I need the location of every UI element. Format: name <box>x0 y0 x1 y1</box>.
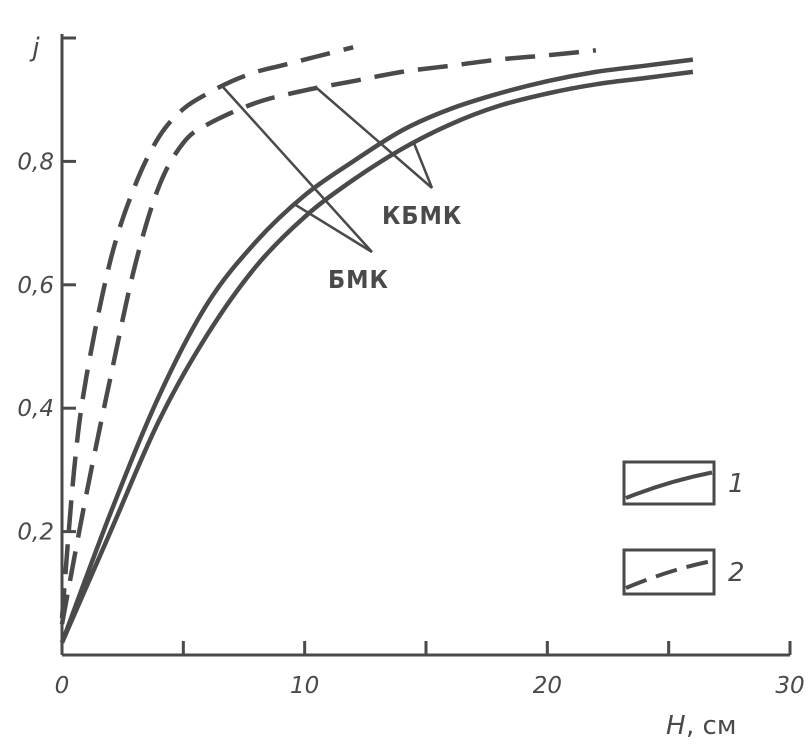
x-tick-label: 20 <box>533 673 562 699</box>
y-axis-title: j <box>29 33 40 63</box>
x-axis-title: H <box>666 711 686 741</box>
series-line-kbmk-solid <box>59 69 694 644</box>
x-tick-label: 0 <box>55 673 70 699</box>
legend-label-2: 2 <box>728 558 745 588</box>
y-tick-label: 0,4 <box>17 396 54 422</box>
legend-box-1 <box>622 460 716 506</box>
x-tick-label: 10 <box>290 673 319 699</box>
annotation-label-kbmk: КБМК <box>382 201 462 230</box>
series-line-bmk-solid <box>59 57 694 644</box>
series-line-bmk-dashed <box>59 45 354 619</box>
leader-line-kbmk-solid <box>412 142 434 189</box>
leader-line-bmk-dashed <box>221 85 373 253</box>
series-layer <box>59 45 694 644</box>
legend-box-2 <box>622 548 716 596</box>
legend-sample-1 <box>625 470 713 500</box>
x-tick-label: 30 <box>775 673 804 699</box>
legend-label-1: 1 <box>728 469 745 499</box>
legend-sample-2 <box>625 559 713 590</box>
y-tick-label: 0,8 <box>17 149 54 175</box>
leader-line-kbmk-dashed <box>315 87 433 189</box>
y-tick-label: 0,6 <box>17 273 54 299</box>
annotation-layer: КБМК БМК <box>221 85 462 294</box>
annotation-label-bmk: БМК <box>328 265 389 294</box>
legend: 12 <box>622 460 745 596</box>
leader-line-bmk-solid <box>294 203 373 254</box>
axes: 0,2 0,4 0,6 0,8 0 10 20 30 j H, см <box>17 33 804 741</box>
series-line-kbmk-dashed <box>59 48 597 625</box>
x-axis-unit: , см <box>686 711 736 741</box>
y-tick-label: 0,2 <box>17 520 54 546</box>
